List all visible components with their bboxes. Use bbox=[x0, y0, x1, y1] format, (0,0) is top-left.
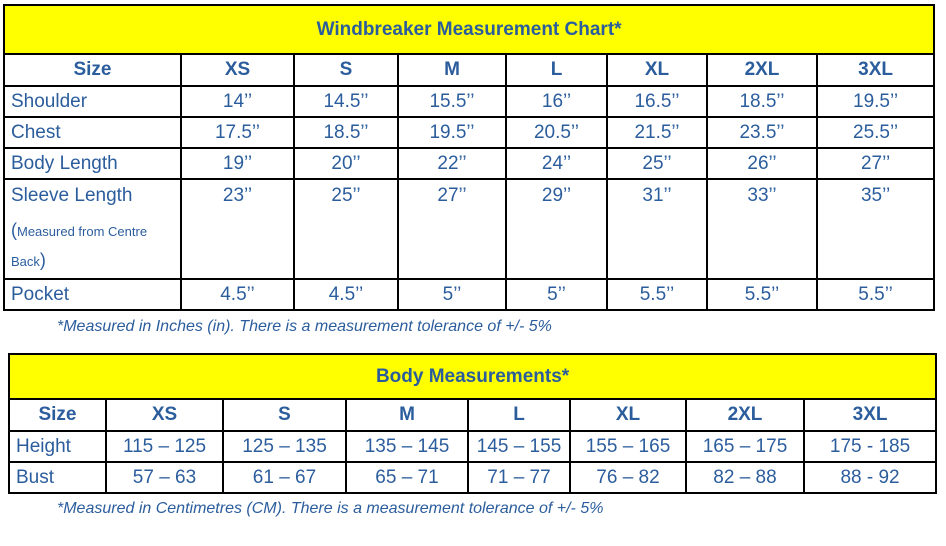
table1-footnote: *Measured in Inches (in). There is a mea… bbox=[57, 317, 552, 335]
row-label: Shoulder bbox=[3, 85, 182, 118]
column-header-xl: XL bbox=[569, 397, 687, 432]
measurement-cell: 29’’ bbox=[505, 178, 608, 280]
sleeve-length-label: Sleeve Length bbox=[11, 185, 133, 206]
table1-title-row: Windbreaker Measurement Chart* bbox=[2, 4, 936, 55]
measurement-cell: 5’’ bbox=[505, 277, 608, 311]
column-header-xl: XL bbox=[606, 53, 708, 87]
table1-header-row: Size XS S M L XL 2XL 3XL bbox=[3, 53, 936, 87]
measurement-cell: 145 – 155 bbox=[467, 429, 571, 463]
measurement-cell: 21.5’’ bbox=[606, 116, 708, 149]
measurement-cell: 15.5’’ bbox=[397, 85, 507, 118]
measurement-cell: 19’’ bbox=[180, 147, 295, 180]
table1-title: Windbreaker Measurement Chart* bbox=[2, 4, 936, 55]
table-row-height: Height 115 – 125 125 – 135 135 – 145 145… bbox=[8, 429, 938, 463]
measurement-cell: 115 – 125 bbox=[105, 429, 224, 463]
row-label: Height bbox=[8, 429, 107, 463]
column-header-2xl: 2XL bbox=[685, 397, 805, 432]
measurement-cell: 18.5’’ bbox=[706, 85, 818, 118]
column-header-m: M bbox=[397, 53, 507, 87]
measurement-cell: 18.5’’ bbox=[293, 116, 399, 149]
measurement-cell: 31’’ bbox=[606, 178, 708, 280]
windbreaker-measurement-table: Windbreaker Measurement Chart* Size XS S… bbox=[2, 4, 936, 311]
column-header-3xl: 3XL bbox=[802, 397, 938, 432]
column-header-m: M bbox=[345, 397, 469, 432]
measurement-cell: 76 – 82 bbox=[569, 460, 687, 494]
row-label-sleeve: Sleeve Length (Measured from Centre Back… bbox=[3, 178, 182, 280]
measurement-cell: 25’’ bbox=[606, 147, 708, 180]
measurement-cell: 155 – 165 bbox=[569, 429, 687, 463]
body-measurements-table: Body Measurements* Size XS S M L XL 2XL … bbox=[7, 352, 938, 494]
row-label: Pocket bbox=[3, 277, 182, 311]
measurement-cell: 27’’ bbox=[815, 147, 936, 180]
table-row-pocket: Pocket 4.5’’ 4.5’’ 5’’ 5’’ 5.5’’ 5.5’’ 5… bbox=[3, 277, 936, 311]
measurement-cell: 19.5’’ bbox=[397, 116, 507, 149]
measurement-cell: 71 – 77 bbox=[467, 460, 571, 494]
measurement-cell: 4.5’’ bbox=[180, 277, 295, 311]
table-row-sleeve-length: Sleeve Length (Measured from Centre Back… bbox=[3, 178, 936, 280]
column-header-size: Size bbox=[3, 53, 182, 87]
table2-title-row: Body Measurements* bbox=[7, 352, 938, 400]
measurement-cell: 23’’ bbox=[180, 178, 295, 280]
row-label: Body Length bbox=[3, 147, 182, 180]
measurement-cell: 14’’ bbox=[180, 85, 295, 118]
measurement-cell: 125 – 135 bbox=[222, 429, 347, 463]
measurement-cell: 5’’ bbox=[397, 277, 507, 311]
note-text: Measured from Centre Back bbox=[11, 223, 148, 270]
column-header-s: S bbox=[293, 53, 399, 87]
table-row-shoulder: Shoulder 14’’ 14.5’’ 15.5’’ 16’’ 16.5’’ … bbox=[3, 85, 936, 118]
row-label: Bust bbox=[8, 460, 107, 494]
measurement-cell: 35’’ bbox=[815, 178, 936, 280]
table2-footnote: *Measured in Centimetres (CM). There is … bbox=[57, 499, 604, 517]
measurement-cell: 5.5’’ bbox=[606, 277, 708, 311]
sleeve-length-note: (Measured from Centre Back) bbox=[11, 215, 174, 276]
measurement-cell: 26’’ bbox=[706, 147, 818, 180]
measurement-cell: 14.5’’ bbox=[293, 85, 399, 118]
column-header-s: S bbox=[222, 397, 347, 432]
measurement-cell: 175 - 185 bbox=[802, 429, 938, 463]
column-header-3xl: 3XL bbox=[815, 53, 936, 87]
measurement-cell: 33’’ bbox=[706, 178, 818, 280]
measurement-cell: 22’’ bbox=[397, 147, 507, 180]
page: Windbreaker Measurement Chart* Size XS S… bbox=[0, 4, 946, 546]
measurement-cell: 88 - 92 bbox=[802, 460, 938, 494]
table2-title: Body Measurements* bbox=[7, 352, 938, 400]
measurement-cell: 57 – 63 bbox=[105, 460, 224, 494]
column-header-2xl: 2XL bbox=[706, 53, 818, 87]
row-label: Chest bbox=[3, 116, 182, 149]
column-header-l: L bbox=[467, 397, 571, 432]
measurement-cell: 20’’ bbox=[293, 147, 399, 180]
measurement-cell: 61 – 67 bbox=[222, 460, 347, 494]
column-header-xs: XS bbox=[180, 53, 295, 87]
measurement-cell: 23.5’’ bbox=[706, 116, 818, 149]
measurement-cell: 25.5’’ bbox=[815, 116, 936, 149]
column-header-xs: XS bbox=[105, 397, 224, 432]
column-header-l: L bbox=[505, 53, 608, 87]
note-close-paren: ) bbox=[39, 250, 46, 271]
note-open-paren: ( bbox=[11, 219, 17, 240]
measurement-cell: 82 – 88 bbox=[685, 460, 805, 494]
measurement-cell: 27’’ bbox=[397, 178, 507, 280]
measurement-cell: 135 – 145 bbox=[345, 429, 469, 463]
measurement-cell: 65 – 71 bbox=[345, 460, 469, 494]
measurement-cell: 5.5’’ bbox=[706, 277, 818, 311]
table-row-chest: Chest 17.5’’ 18.5’’ 19.5’’ 20.5’’ 21.5’’… bbox=[3, 116, 936, 149]
table2-header-row: Size XS S M L XL 2XL 3XL bbox=[8, 397, 938, 432]
measurement-cell: 16.5’’ bbox=[606, 85, 708, 118]
measurement-cell: 20.5’’ bbox=[505, 116, 608, 149]
measurement-cell: 4.5’’ bbox=[293, 277, 399, 311]
table-row-body-length: Body Length 19’’ 20’’ 22’’ 24’’ 25’’ 26’… bbox=[3, 147, 936, 180]
table-row-bust: Bust 57 – 63 61 – 67 65 – 71 71 – 77 76 … bbox=[8, 460, 938, 494]
measurement-cell: 165 – 175 bbox=[685, 429, 805, 463]
measurement-cell: 17.5’’ bbox=[180, 116, 295, 149]
measurement-cell: 19.5’’ bbox=[815, 85, 936, 118]
measurement-cell: 5.5’’ bbox=[815, 277, 936, 311]
measurement-cell: 24’’ bbox=[505, 147, 608, 180]
measurement-cell: 25’’ bbox=[293, 178, 399, 280]
column-header-size: Size bbox=[8, 397, 107, 432]
measurement-cell: 16’’ bbox=[505, 85, 608, 118]
